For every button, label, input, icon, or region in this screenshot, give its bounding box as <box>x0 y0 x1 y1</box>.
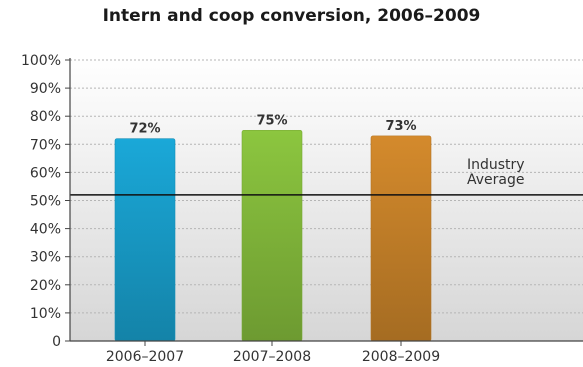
y-tick-label: 30% <box>30 250 61 266</box>
y-tick-label: 90% <box>30 81 61 97</box>
data-label: 73% <box>385 119 416 134</box>
x-tick-label: 2007–2008 <box>233 349 311 365</box>
y-tick-label: 0 <box>52 334 61 350</box>
data-label: 72% <box>129 122 160 137</box>
x-tick-label: 2006–2007 <box>106 349 184 365</box>
chart-title: Intern and coop conversion, 2006–2009 <box>102 6 481 26</box>
industry-average-label: Average <box>467 172 525 188</box>
bar <box>370 135 432 342</box>
y-tick-label: 80% <box>30 109 61 125</box>
y-tick-label: 50% <box>30 194 61 210</box>
y-tick-label: 100% <box>21 53 61 69</box>
y-tick-label: 60% <box>30 165 61 181</box>
bar <box>114 138 176 342</box>
y-tick-label: 20% <box>30 278 61 294</box>
industry-average-label: Industry <box>467 157 525 173</box>
x-tick-label: 2008–2009 <box>362 349 440 365</box>
data-label: 75% <box>256 113 287 128</box>
y-tick-label: 40% <box>30 222 61 238</box>
y-tick-label: 10% <box>30 306 61 322</box>
bar <box>241 129 303 342</box>
y-tick-label: 70% <box>30 137 61 153</box>
